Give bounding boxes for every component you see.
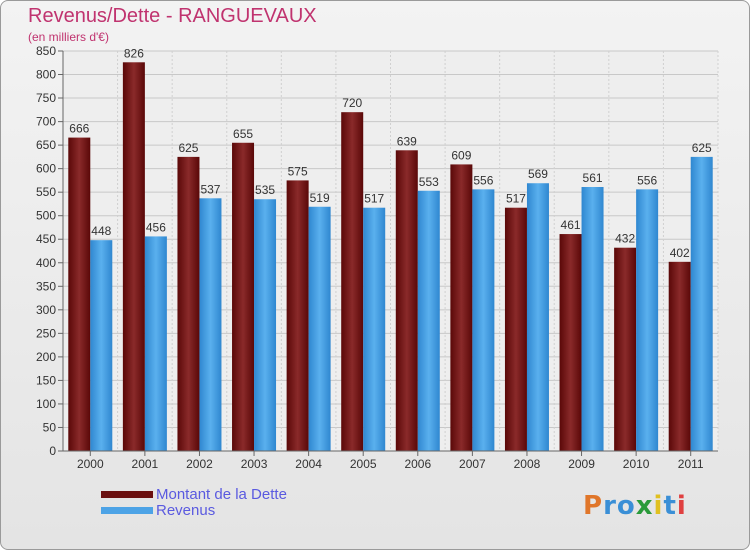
- bar-revenus-2000: [90, 240, 113, 451]
- bar-dette-2000: [68, 137, 91, 451]
- data-label-revenus-2002: 537: [200, 182, 220, 196]
- x-tick-label-2001: 2001: [132, 457, 159, 471]
- bar-revenus-2009: [581, 187, 604, 451]
- logo-letter: o: [616, 491, 636, 521]
- data-label-revenus-2000: 448: [91, 224, 111, 238]
- bar-revenus-2010: [636, 189, 659, 451]
- x-tick-label-2003: 2003: [241, 457, 268, 471]
- y-tick-label: 750: [36, 91, 56, 105]
- logo-letter: r: [603, 491, 617, 521]
- bars: [68, 62, 713, 452]
- x-tick-label-2000: 2000: [77, 457, 104, 471]
- bar-dette-2002: [177, 156, 200, 451]
- bar-dette-2010: [614, 247, 637, 451]
- chart-subtitle: (en milliers d'€): [28, 30, 109, 44]
- bar-dette-2009: [559, 234, 582, 451]
- data-label-revenus-2001: 456: [146, 220, 166, 234]
- bar-revenus-2002: [199, 198, 222, 451]
- legend-swatch-dette: [101, 491, 153, 498]
- y-tick-label: 350: [36, 279, 56, 293]
- data-label-dette-2007: 609: [451, 148, 471, 162]
- bar-dette-2005: [341, 112, 364, 452]
- bar-revenus-2011: [690, 156, 713, 451]
- y-tick-label: 250: [36, 326, 56, 340]
- bar-revenus-2005: [363, 207, 386, 451]
- y-tick-label: 800: [36, 68, 56, 82]
- bar-revenus-2007: [472, 189, 495, 451]
- data-label-revenus-2005: 517: [364, 192, 384, 206]
- y-tick-label: 700: [36, 115, 56, 129]
- bar-revenus-2008: [526, 183, 549, 451]
- bar-dette-2001: [122, 62, 145, 451]
- data-label-dette-2011: 402: [670, 246, 690, 260]
- data-label-revenus-2008: 569: [528, 167, 548, 181]
- x-tick-label-2008: 2008: [514, 457, 541, 471]
- legend-label-revenus: Revenus: [156, 502, 216, 519]
- data-label-dette-2006: 639: [397, 134, 417, 148]
- bar-revenus-2006: [417, 190, 440, 451]
- data-label-dette-2005: 720: [342, 96, 362, 110]
- logo-letter: x: [635, 491, 654, 521]
- data-label-dette-2009: 461: [561, 218, 581, 232]
- logo-letter: P: [583, 491, 604, 521]
- y-tick-label: 650: [36, 138, 56, 152]
- bar-revenus-2003: [254, 199, 277, 451]
- data-label-revenus-2006: 553: [419, 175, 439, 189]
- x-tick-label-2005: 2005: [350, 457, 377, 471]
- grid-lines: [62, 50, 719, 452]
- bar-dette-2003: [232, 142, 255, 451]
- data-label-revenus-2007: 556: [473, 173, 493, 187]
- y-tick-label: 50: [43, 420, 57, 434]
- bar-dette-2011: [668, 261, 691, 451]
- data-label-dette-2000: 666: [69, 122, 89, 136]
- legend-swatch-revenus: [101, 507, 153, 514]
- y-tick-label: 300: [36, 303, 56, 317]
- bar-dette-2004: [286, 180, 309, 452]
- x-tick-label-2010: 2010: [623, 457, 650, 471]
- chart-title: Revenus/Dette - RANGUEVAUX: [28, 5, 317, 27]
- y-tick-label: 0: [49, 444, 56, 458]
- bar-revenus-2004: [308, 206, 331, 451]
- data-label-revenus-2004: 519: [310, 191, 330, 205]
- y-tick-label: 450: [36, 232, 56, 246]
- legend-label-dette: Montant de la Dette: [156, 486, 287, 503]
- y-tick-label: 600: [36, 162, 56, 176]
- data-label-revenus-2011: 625: [692, 141, 712, 155]
- y-tick-label: 150: [36, 373, 56, 387]
- logo-letter: i: [676, 491, 687, 521]
- x-tick-label-2002: 2002: [186, 457, 213, 471]
- data-label-revenus-2009: 561: [583, 171, 603, 185]
- data-label-revenus-2010: 556: [637, 173, 657, 187]
- bar-revenus-2001: [144, 236, 167, 451]
- y-tick-label: 400: [36, 256, 56, 270]
- data-label-revenus-2003: 535: [255, 183, 275, 197]
- x-tick-label-2006: 2006: [404, 457, 431, 471]
- logo-letter: t: [663, 491, 677, 521]
- y-tick-label: 550: [36, 185, 56, 199]
- bar-dette-2006: [395, 150, 418, 451]
- y-tick-label: 500: [36, 209, 56, 223]
- data-label-dette-2003: 655: [233, 127, 253, 141]
- logo-letter: i: [653, 491, 664, 521]
- y-tick-label: 100: [36, 397, 56, 411]
- bar-dette-2008: [504, 207, 527, 451]
- axes: 0 50 100 150 200 250 300 350 400 450 500 550 600 650 7…: [36, 44, 718, 471]
- data-label-dette-2010: 432: [615, 232, 635, 246]
- data-label-dette-2004: 575: [288, 164, 308, 178]
- data-label-dette-2008: 517: [506, 192, 526, 206]
- data-label-dette-2001: 826: [124, 46, 144, 60]
- x-tick-label-2004: 2004: [295, 457, 322, 471]
- bar-dette-2007: [450, 164, 473, 452]
- y-tick-label: 850: [36, 44, 56, 58]
- x-tick-label-2009: 2009: [568, 457, 595, 471]
- y-tick-label: 200: [36, 350, 56, 364]
- x-tick-label-2011: 2011: [678, 457, 704, 471]
- data-label-dette-2002: 625: [178, 141, 198, 155]
- proxiti-logo: Proxiti: [583, 491, 687, 521]
- x-tick-label-2007: 2007: [459, 457, 486, 471]
